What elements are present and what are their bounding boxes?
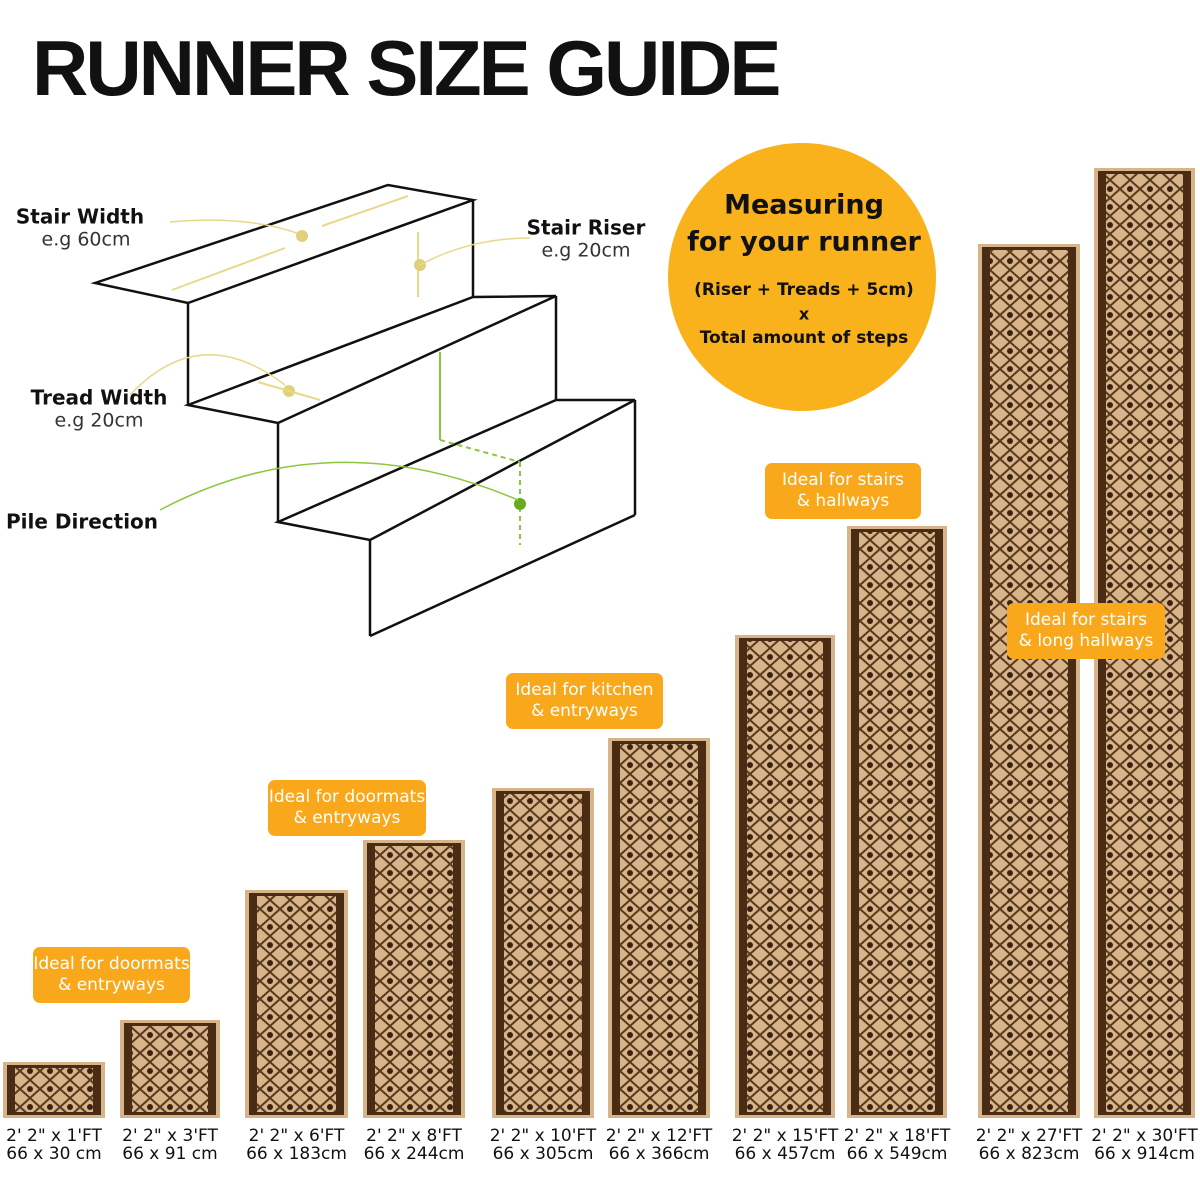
runner-field xyxy=(990,250,1068,1112)
runner-imperial: 2' 2" x 6'FT xyxy=(249,1126,345,1146)
multiplier: Total amount of steps xyxy=(700,328,909,348)
title: RUNNER SIZE GUIDE xyxy=(32,24,778,112)
runner-field xyxy=(620,744,698,1112)
badge xyxy=(506,673,663,729)
stair-diagram xyxy=(90,183,637,638)
runner-metric: 66 x 183cm xyxy=(246,1144,347,1164)
runner-imperial: 2' 2" x 15'FT xyxy=(732,1126,839,1146)
badge-text: Ideal for doormats xyxy=(269,787,426,807)
badge-text: & entryways xyxy=(58,975,165,995)
stair-riser-label: Stair Riser xyxy=(527,216,646,240)
badge xyxy=(268,780,426,836)
runner-imperial: 2' 2" x 27'FT xyxy=(976,1126,1083,1146)
operator: x xyxy=(799,305,810,324)
runner-metric: 66 x 366cm xyxy=(609,1144,710,1164)
runner-metric: 66 x 244cm xyxy=(364,1144,465,1164)
runner-field xyxy=(257,896,336,1112)
badge xyxy=(765,463,921,519)
measuring-title: for your runner xyxy=(687,227,921,258)
badge xyxy=(33,947,190,1003)
runner-field xyxy=(504,794,582,1112)
measuring-circle xyxy=(668,143,936,411)
runner-metric: 66 x 30 cm xyxy=(6,1144,101,1164)
runner-imperial: 2' 2" x 12'FT xyxy=(606,1126,713,1146)
runner-metric: 66 x 914cm xyxy=(1094,1144,1195,1164)
measuring-title: Measuring xyxy=(724,190,884,221)
stair-width-label: Stair Width xyxy=(16,205,144,229)
badge-text: Ideal for stairs xyxy=(782,470,904,490)
runner-imperial: 2' 2" x 30'FT xyxy=(1091,1126,1198,1146)
runner-imperial: 2' 2" x 1'FT xyxy=(6,1126,102,1146)
tread-width-example: e.g 20cm xyxy=(55,410,144,432)
runner-metric: 66 x 549cm xyxy=(847,1144,948,1164)
tread-width-label: Tread Width xyxy=(31,386,168,410)
runner-field xyxy=(747,641,823,1112)
badge-text: Ideal for doormats xyxy=(33,954,190,974)
pile-direction-label: Pile Direction xyxy=(6,510,158,534)
runner-metric: 66 x 91 cm xyxy=(122,1144,217,1164)
badge-text: & long hallways xyxy=(1019,631,1154,651)
stair-width-example: e.g 60cm xyxy=(42,229,131,251)
badge-text: Ideal for stairs xyxy=(1025,610,1147,630)
badge-text: & entryways xyxy=(294,808,401,828)
runner-field xyxy=(375,846,453,1112)
runner-field xyxy=(859,532,935,1112)
badge-text: Ideal for kitchen xyxy=(515,680,653,700)
runner-metric: 66 x 457cm xyxy=(735,1144,836,1164)
runner-imperial: 2' 2" x 18'FT xyxy=(844,1126,951,1146)
runner-imperial: 2' 2" x 3'FT xyxy=(122,1126,218,1146)
badge xyxy=(1007,603,1165,659)
runner-field xyxy=(15,1068,93,1112)
runner-field xyxy=(132,1026,208,1112)
runner-metric: 66 x 823cm xyxy=(979,1144,1080,1164)
badge-text: & hallways xyxy=(797,491,890,511)
runner-metric: 66 x 305cm xyxy=(493,1144,594,1164)
runner-imperial: 2' 2" x 8'FT xyxy=(366,1126,462,1146)
badge-text: & entryways xyxy=(531,701,638,721)
stair-riser-example: e.g 20cm xyxy=(542,240,631,262)
runner-imperial: 2' 2" x 10'FT xyxy=(490,1126,597,1146)
formula: (Riser + Treads + 5cm) xyxy=(694,280,914,300)
